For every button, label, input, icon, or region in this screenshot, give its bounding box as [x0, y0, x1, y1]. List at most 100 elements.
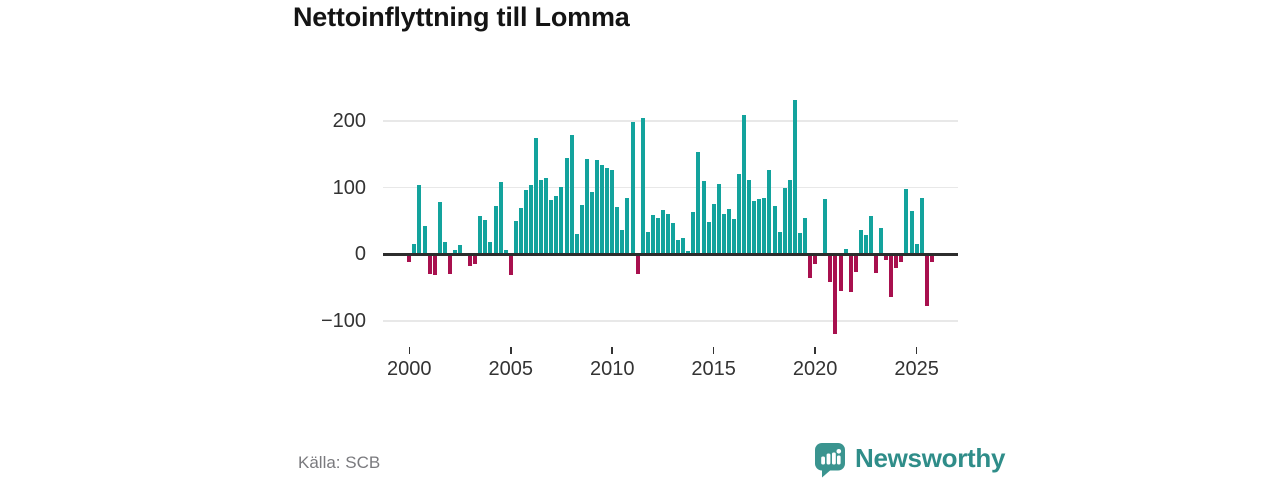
source-caption: Källa: SCB [298, 453, 381, 472]
bar-2015-Q4 [726, 208, 731, 255]
bar-2025-Q3 [924, 254, 929, 307]
bar-2024-Q4 [909, 210, 914, 255]
bar-2020-Q3 [823, 198, 828, 255]
bar-2020-Q4 [828, 254, 833, 282]
bar-2017-Q4 [767, 169, 772, 255]
zero-axis-line [383, 253, 958, 256]
bar-2018-Q1 [772, 205, 777, 255]
bar-2007-Q3 [559, 186, 564, 255]
bar-2019-Q2 [797, 232, 802, 255]
bar-2009-Q1 [589, 191, 594, 255]
bar-2010-Q4 [625, 197, 630, 255]
bar-2025-Q1 [914, 244, 919, 255]
bar-2004-Q1 [488, 242, 493, 255]
x-axis-tick-label: 2005 [488, 358, 534, 380]
bar-2004-Q4 [503, 250, 508, 255]
bar-2021-Q2 [838, 254, 843, 291]
bar-2023-Q2 [879, 227, 884, 255]
bar-2018-Q2 [777, 232, 782, 255]
bar-2007-Q1 [549, 199, 554, 255]
bar-2006-Q1 [529, 184, 534, 255]
bar-2000-Q2 [412, 244, 417, 255]
bar-2018-Q3 [782, 187, 787, 255]
bar-2011-Q1 [630, 121, 635, 255]
bar-2001-Q4 [442, 242, 447, 255]
bar-2016-Q3 [742, 114, 747, 255]
bar-2025-Q4 [929, 254, 934, 263]
bar-2015-Q3 [721, 214, 726, 255]
x-axis-tick [814, 347, 816, 354]
bar-2000-Q4 [422, 225, 427, 255]
bar-2015-Q2 [716, 184, 721, 255]
y-axis-tick-label: 100 [332, 176, 366, 199]
chart-title: Nettoinflyttning till Lomma [293, 2, 630, 32]
gridline [383, 320, 958, 322]
bar-2017-Q1 [752, 200, 757, 255]
x-axis-tick-label: 2025 [894, 358, 939, 380]
bar-2008-Q3 [579, 204, 584, 255]
bar-2014-Q1 [691, 211, 696, 255]
bar-2018-Q4 [787, 179, 792, 255]
bar-2023-Q4 [889, 254, 894, 297]
bar-2024-Q2 [899, 254, 904, 262]
bar-2017-Q3 [762, 197, 767, 255]
x-axis-tick [611, 347, 613, 354]
bar-2010-Q3 [620, 230, 625, 255]
bar-2010-Q2 [615, 206, 620, 255]
bar-2022-Q2 [858, 229, 863, 255]
bar-2000-Q1 [407, 254, 412, 263]
bar-2007-Q2 [554, 196, 559, 255]
bar-2011-Q3 [640, 118, 645, 255]
bar-2016-Q1 [731, 218, 736, 255]
bar-2014-Q4 [706, 222, 711, 255]
bar-2004-Q3 [498, 181, 503, 255]
bar-2021-Q4 [848, 254, 853, 292]
y-axis-tick-label: −100 [320, 310, 366, 332]
bar-2005-Q4 [523, 190, 528, 255]
bar-2006-Q4 [544, 178, 549, 255]
bar-2014-Q2 [696, 152, 701, 255]
bar-2013-Q2 [676, 239, 681, 255]
bar-2005-Q2 [513, 220, 518, 255]
bar-2008-Q1 [569, 134, 574, 255]
bar-2009-Q2 [595, 160, 599, 255]
x-axis-tick-label: 2010 [589, 358, 635, 380]
bar-2008-Q4 [584, 158, 589, 255]
bar-2023-Q1 [874, 254, 879, 273]
bar-2012-Q4 [666, 213, 671, 255]
newsworthy-wordmark: Newsworthy [855, 443, 1006, 473]
bar-2013-Q4 [686, 250, 691, 255]
bar-2015-Q1 [711, 204, 716, 255]
newsworthy-logo: Newsworthy [814, 442, 1005, 478]
bar-2008-Q2 [574, 233, 579, 255]
bar-2021-Q3 [843, 248, 848, 255]
bar-2019-Q4 [808, 254, 813, 278]
bar-2002-Q3 [458, 244, 463, 255]
x-axis-tick [408, 347, 411, 354]
bar-2011-Q2 [635, 254, 640, 274]
bar-2001-Q1 [427, 254, 432, 275]
bar-2013-Q1 [671, 222, 676, 255]
bar-2005-Q1 [508, 254, 513, 275]
x-axis-tick-label: 2015 [691, 358, 736, 380]
bar-2000-Q3 [417, 184, 422, 255]
bar-2022-Q4 [868, 216, 873, 255]
bar-2016-Q4 [747, 179, 752, 255]
bar-2017-Q2 [757, 198, 762, 255]
gridline [383, 186, 958, 189]
bar-2010-Q1 [610, 170, 615, 255]
bar-2020-Q1 [813, 254, 818, 265]
bar-2011-Q4 [645, 231, 650, 255]
bar-2001-Q2 [432, 254, 437, 275]
bar-2014-Q3 [701, 180, 706, 255]
bar-2003-Q4 [483, 219, 488, 255]
bar-2019-Q1 [792, 99, 797, 255]
bar-2003-Q3 [478, 216, 483, 255]
bar-2007-Q4 [564, 157, 569, 255]
bar-2002-Q2 [452, 250, 457, 255]
bar-2024-Q1 [894, 254, 899, 268]
x-axis-tick [712, 347, 715, 354]
gridline [383, 120, 958, 122]
bar-2016-Q2 [737, 173, 742, 255]
